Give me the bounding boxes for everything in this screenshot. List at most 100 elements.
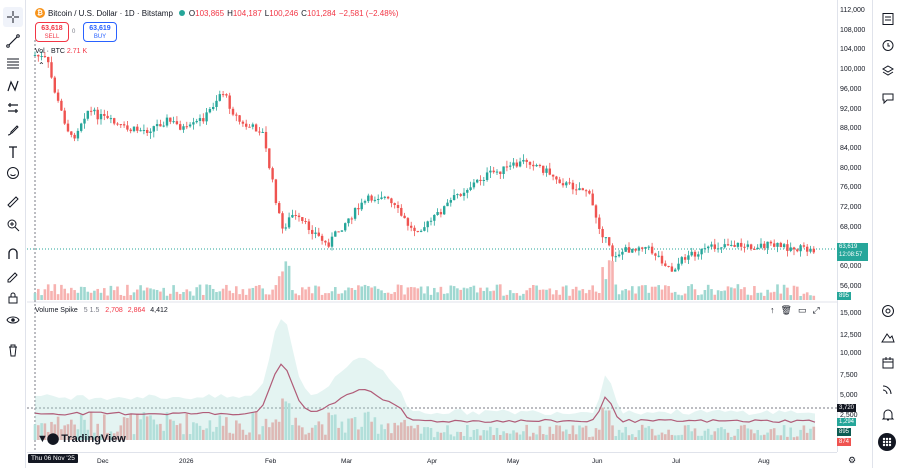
watchlist-icon[interactable] (879, 10, 897, 28)
spike-bar (449, 434, 453, 440)
volume-bar (119, 294, 123, 300)
volume-bar (40, 295, 43, 300)
spike-bar (317, 421, 321, 440)
spike-bar (241, 429, 245, 440)
lock-drawing-icon[interactable] (3, 266, 23, 286)
candle-body (146, 129, 149, 133)
candle-body (344, 223, 347, 231)
candle-body (710, 244, 713, 247)
candle-body (284, 227, 287, 229)
broadcast-icon[interactable] (879, 380, 897, 398)
volume-bar (693, 289, 697, 300)
candle-body (122, 124, 126, 126)
price-tick-label: 104,000 (840, 46, 866, 53)
volume-bar (317, 286, 321, 300)
candle-body (205, 112, 208, 122)
candle-body (472, 182, 476, 188)
buy-button[interactable]: 63,619 BUY (83, 22, 117, 42)
forecast-icon[interactable] (3, 98, 23, 118)
time-tick-label: May (507, 458, 520, 465)
volume-bar (136, 289, 139, 300)
volume-bar (202, 294, 205, 300)
sell-button[interactable]: 63,618 SELL (35, 22, 69, 42)
delete-pane-icon[interactable]: 🗑 (780, 305, 792, 315)
volume-spike-legend[interactable]: Volume Spike 5 1.5 2,708 2,864 4,412 (35, 307, 171, 314)
time-tick-label: Mar (341, 458, 353, 465)
brush-icon[interactable] (3, 120, 23, 140)
bell-icon[interactable] (879, 406, 897, 424)
calendar-icon[interactable] (879, 354, 897, 372)
price-chart-canvas[interactable] (27, 0, 837, 452)
ruler-icon[interactable] (3, 192, 23, 212)
volume-bar (83, 287, 86, 300)
pattern-icon[interactable] (3, 76, 23, 96)
target-icon[interactable] (879, 302, 897, 320)
spike-bar (436, 431, 439, 440)
magnet-icon[interactable] (3, 244, 23, 264)
volume-bar (436, 292, 439, 300)
spike-bar (730, 436, 733, 440)
fib-icon[interactable] (3, 53, 23, 73)
volume-bar (363, 284, 367, 300)
trash-icon[interactable] (3, 340, 23, 360)
volume-bar (178, 294, 182, 300)
candle-body (677, 263, 680, 270)
emoji-icon[interactable] (3, 163, 23, 183)
volume-bar (611, 261, 614, 300)
trend-line-icon[interactable] (3, 31, 23, 51)
candle-body (383, 196, 386, 198)
volume-legend[interactable]: Vol · BTC 2.71 K (35, 48, 87, 55)
widget-bar (872, 0, 900, 468)
volume-bar (786, 287, 789, 300)
spike-bar (60, 429, 63, 440)
volume-bar (37, 288, 40, 300)
candle-body (505, 166, 509, 168)
volume-bar (205, 284, 208, 300)
volume-bar (796, 286, 799, 300)
settings-gear-icon[interactable]: ⚙ (848, 455, 857, 465)
layers-icon[interactable] (879, 62, 897, 80)
volume-bar (56, 294, 60, 300)
candle-body (736, 242, 740, 247)
collapse-legend-icon[interactable]: ⌃ (38, 61, 45, 70)
spike-bar (357, 429, 360, 440)
time-axis[interactable]: Thu 06 Nov '25 Dec 2026 Feb Mar Apr May Jun Jul… (27, 452, 837, 468)
volume-bar (700, 294, 703, 300)
volume-bar (571, 289, 575, 300)
text-icon[interactable] (3, 142, 23, 162)
symbol-title[interactable]: Bitcoin / U.S. Dollar · 1D · Bitstamp (48, 8, 173, 18)
minimize-pane-icon[interactable]: ▭ (797, 305, 807, 315)
volume-bar (466, 288, 469, 300)
candle-body (720, 247, 723, 249)
lock-icon[interactable] (3, 288, 23, 308)
spike-bar (165, 412, 169, 440)
move-up-icon[interactable]: ↑ (770, 305, 775, 315)
chat-icon[interactable] (879, 89, 897, 107)
price-scale[interactable]: 112,000 108,000 104,000 100,000 96,000 92,000… (837, 0, 872, 452)
candle-body (367, 195, 370, 202)
volume-bar (733, 288, 736, 300)
candle-body (324, 240, 327, 243)
spike-bar (330, 415, 334, 440)
alert-clock-icon[interactable] (879, 36, 897, 54)
spike-bar (720, 427, 723, 440)
candle-body (812, 248, 815, 253)
spike-bar (555, 425, 558, 440)
time-tick-label: Jul (672, 458, 681, 465)
zoom-icon[interactable] (3, 215, 23, 235)
apps-icon[interactable] (878, 433, 896, 451)
candle-body (657, 255, 660, 257)
spike-bar (192, 422, 195, 440)
crosshair-icon[interactable] (3, 7, 23, 27)
symbol-legend[interactable]: ₿ Bitcoin / U.S. Dollar · 1D · Bitstamp … (35, 8, 401, 18)
candle-body (320, 235, 324, 241)
maximize-pane-icon[interactable]: ⤢ (812, 305, 820, 315)
volume-bar (548, 288, 552, 300)
mountain-icon[interactable] (879, 328, 897, 346)
candle-body (47, 57, 50, 63)
chart-area[interactable] (27, 0, 837, 452)
eye-icon[interactable] (3, 310, 23, 330)
volume-bar (779, 293, 783, 300)
spike-bar (568, 433, 571, 440)
volume-bar (756, 292, 759, 300)
